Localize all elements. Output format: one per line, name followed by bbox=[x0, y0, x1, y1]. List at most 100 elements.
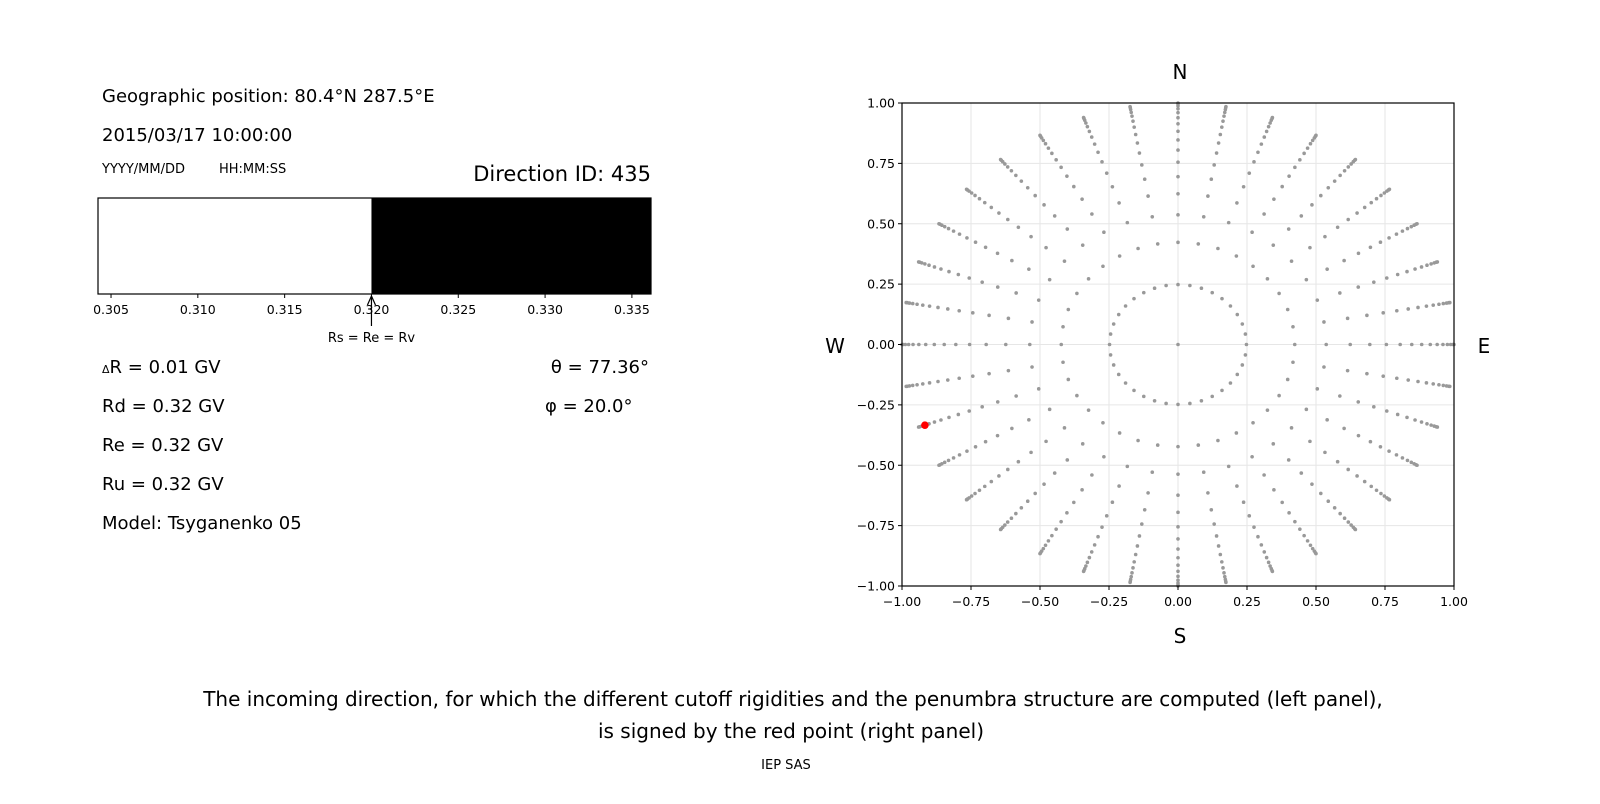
direction-point bbox=[1441, 383, 1446, 388]
direction-point bbox=[1176, 240, 1180, 245]
direction-point bbox=[1101, 264, 1105, 269]
direction-point bbox=[1419, 342, 1424, 347]
direction-point bbox=[1087, 555, 1092, 560]
x-tick-label: −0.25 bbox=[1090, 594, 1128, 609]
direction-point bbox=[1019, 506, 1024, 510]
direction-point bbox=[1111, 363, 1116, 367]
direction-point bbox=[1075, 291, 1079, 296]
direction-point bbox=[1224, 580, 1228, 585]
direction-point bbox=[1429, 423, 1433, 427]
direction-point bbox=[1413, 418, 1417, 422]
direction-point bbox=[1054, 158, 1058, 162]
direction-point bbox=[1305, 539, 1310, 543]
direction-point bbox=[957, 453, 962, 457]
direction-point bbox=[1353, 527, 1358, 532]
direction-point bbox=[1216, 246, 1220, 251]
direction-point bbox=[1050, 533, 1054, 538]
direction-point bbox=[1176, 213, 1180, 217]
direction-point bbox=[945, 378, 950, 382]
direction-point bbox=[1220, 388, 1224, 393]
direction-point bbox=[1128, 580, 1132, 585]
direction-point bbox=[1104, 514, 1109, 518]
direction-point bbox=[916, 425, 921, 429]
direction-point bbox=[1419, 265, 1424, 269]
direction-point bbox=[1289, 259, 1294, 263]
direction-point bbox=[1419, 420, 1424, 424]
direction-point bbox=[1089, 550, 1094, 554]
direction-point bbox=[956, 272, 961, 277]
delta-symbol: Δ bbox=[102, 363, 110, 376]
direction-point bbox=[1066, 377, 1071, 382]
direction-point bbox=[1188, 401, 1192, 406]
direction-point bbox=[1346, 467, 1350, 472]
direction-point bbox=[980, 405, 984, 409]
direction-point bbox=[1322, 320, 1326, 324]
direction-point bbox=[1431, 303, 1436, 307]
direction-point bbox=[1304, 277, 1309, 282]
direction-point bbox=[1323, 234, 1327, 239]
direction-id: Direction ID: 435 bbox=[473, 162, 651, 186]
direction-point bbox=[1324, 342, 1329, 347]
direction-point bbox=[1176, 192, 1180, 196]
direction-point bbox=[915, 302, 919, 307]
direction-point bbox=[967, 409, 972, 413]
direction-point bbox=[1080, 243, 1085, 247]
direction-point bbox=[1129, 574, 1134, 579]
direction-point bbox=[1338, 291, 1342, 295]
direction-point bbox=[1299, 471, 1304, 475]
direction-point bbox=[1387, 449, 1391, 453]
direction-point bbox=[1214, 534, 1219, 538]
direction-point bbox=[1435, 342, 1439, 347]
direction-point bbox=[1116, 312, 1121, 317]
direction-point bbox=[1014, 173, 1018, 178]
direction-point bbox=[1355, 211, 1359, 215]
direction-point bbox=[1406, 378, 1411, 382]
direction-point bbox=[1142, 507, 1147, 512]
direction-point bbox=[1003, 162, 1007, 166]
direction-point bbox=[1332, 179, 1337, 183]
direction-point bbox=[1428, 342, 1433, 347]
direction-point bbox=[1216, 438, 1220, 443]
direction-point bbox=[1206, 194, 1210, 198]
direction-point bbox=[1247, 514, 1252, 518]
direction-point bbox=[1046, 539, 1051, 543]
direction-point bbox=[1059, 165, 1063, 170]
direction-point bbox=[1280, 500, 1284, 505]
direction-point bbox=[970, 374, 975, 378]
direction-point bbox=[1424, 304, 1429, 308]
y-tick-label: 0.25 bbox=[867, 277, 895, 292]
direction-point bbox=[1003, 523, 1007, 527]
direction-point bbox=[1132, 560, 1136, 564]
direction-point bbox=[1005, 520, 1010, 524]
direction-point bbox=[1286, 458, 1291, 462]
direction-point bbox=[1132, 388, 1136, 393]
direction-point bbox=[1240, 363, 1245, 367]
direction-point bbox=[1382, 494, 1387, 498]
direction-point bbox=[989, 205, 994, 210]
direction-point bbox=[998, 527, 1003, 532]
direction-point bbox=[1431, 382, 1436, 386]
direction-point bbox=[1199, 286, 1204, 291]
direction-point bbox=[1084, 121, 1088, 125]
direction-point bbox=[1176, 115, 1180, 120]
direction-point bbox=[1176, 148, 1180, 152]
x-tick-label: 0.75 bbox=[1371, 594, 1399, 609]
direction-point bbox=[1271, 442, 1276, 446]
direction-point bbox=[964, 187, 969, 192]
direction-point bbox=[1291, 324, 1295, 329]
direction-point bbox=[1136, 438, 1140, 443]
direction-point bbox=[1262, 473, 1266, 477]
direction-point bbox=[1059, 519, 1063, 524]
direction-point bbox=[1348, 342, 1353, 347]
direction-point bbox=[1247, 171, 1252, 175]
direction-point bbox=[1335, 459, 1340, 464]
direction-point bbox=[1368, 439, 1373, 444]
direction-point bbox=[1416, 379, 1420, 384]
direction-point bbox=[1128, 104, 1132, 109]
direction-point bbox=[977, 196, 982, 201]
direction-point bbox=[1107, 342, 1112, 347]
direction-point bbox=[1270, 115, 1275, 120]
direction-point bbox=[1116, 372, 1121, 377]
direction-point bbox=[1240, 322, 1245, 326]
direction-point bbox=[1044, 439, 1048, 444]
